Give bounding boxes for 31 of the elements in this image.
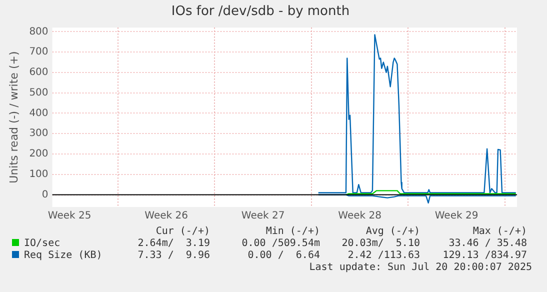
y-tick-label: 200 — [29, 148, 48, 160]
text: 33.46 / 35.48 — [448, 238, 527, 249]
text: 129.13 /834.97 — [442, 250, 527, 261]
y-tick-label: 400 — [29, 108, 48, 119]
y-tick-label: 700 — [29, 46, 48, 58]
y-tick-label: 0 — [42, 189, 48, 200]
text: 2.64m/ 3.19 — [138, 238, 210, 249]
text: Min (-/+) — [266, 226, 320, 237]
x-tick-label: Week 25 — [48, 210, 92, 222]
y-tick-label: 600 — [29, 67, 48, 78]
x-tick-label: Week 29 — [434, 210, 478, 222]
text: 7.33 / 9.96 — [138, 250, 210, 261]
text: 20.03m/ 5.10 — [342, 238, 420, 249]
text: 0.00 / 6.64 — [248, 250, 320, 261]
y-tick-label: 300 — [29, 128, 48, 140]
x-tick-label: Week 27 — [241, 210, 285, 222]
y-tick-label: 800 — [29, 26, 48, 38]
text: Avg (-/+) — [366, 226, 420, 237]
y-tick-label: 100 — [29, 168, 48, 180]
x-tick-label: Week 26 — [144, 210, 188, 222]
legend-label: IO/sec — [23, 238, 60, 249]
text: Last update: Sun Jul 20 20:00:07 2025 — [309, 262, 532, 273]
text: 2.42 /113.63 — [348, 250, 420, 261]
chart-title: IOs for /dev/sdb - by month — [171, 4, 350, 20]
y-tick-label: 500 — [29, 87, 48, 98]
legend-label: Req Size (KB) — [23, 250, 102, 261]
text: Max (-/+) — [472, 226, 527, 237]
text: 0.00 /509.54m — [242, 238, 320, 249]
text: Cur (-/+) — [156, 226, 210, 237]
y-axis-title: Units read (-) / write (+) — [7, 51, 20, 184]
x-tick-label: Week 28 — [338, 210, 382, 222]
